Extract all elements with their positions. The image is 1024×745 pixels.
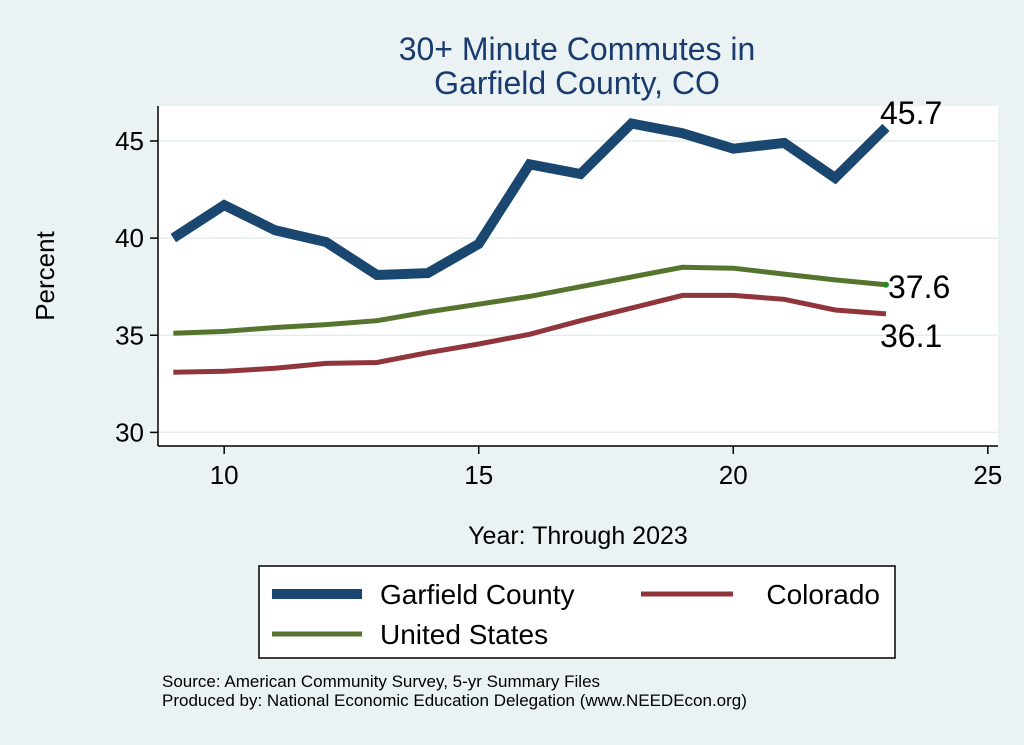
end-label-colorado: 36.1 [880, 318, 942, 354]
axes: 30 35 40 45 10 15 20 25 Year: Through 2023 Percen… [30, 106, 1002, 550]
footer-notes: Source: American Community Survey, 5-yr … [162, 672, 747, 710]
y-tick-label: 35 [115, 320, 144, 350]
plot-area [158, 106, 998, 446]
end-labels: 45.7 37.6 36.1 [880, 95, 950, 354]
legend-label-colorado: Colorado [766, 579, 880, 610]
x-tick-label: 10 [210, 460, 239, 490]
chart-title-line: 30+ Minute Commutes in [399, 31, 756, 67]
end-label-united-states: 37.6 [888, 269, 950, 305]
y-tick-label: 30 [115, 417, 144, 447]
legend-label-garfield-county: Garfield County [380, 579, 575, 610]
end-label-garfield-county: 45.7 [880, 95, 942, 131]
chart-title-line: Garfield County, CO [434, 65, 720, 101]
produced-by-note: Produced by: National Economic Education… [162, 691, 747, 710]
x-tick-label: 20 [719, 460, 748, 490]
y-tick-label: 45 [115, 126, 144, 156]
y-tick-label: 40 [115, 223, 144, 253]
series-line-colorado [173, 292, 887, 375]
series-line-garfield-county [170, 118, 890, 281]
legend-label-united-states: United States [380, 619, 548, 650]
line-chart: 30 35 40 45 10 15 20 25 Year: Through 2023 Percen… [30, 31, 1002, 659]
source-note: Source: American Community Survey, 5-yr … [162, 672, 601, 691]
series-line-united-states [173, 264, 887, 336]
legend: Garfield County Colorado United States [258, 565, 896, 659]
series-lines [170, 118, 890, 375]
x-tick-label: 25 [973, 460, 1002, 490]
x-axis-title: Year: Through 2023 [468, 522, 688, 550]
x-tick-label: 15 [464, 460, 493, 490]
y-axis-title: Percent [30, 230, 60, 320]
legend-box [258, 565, 896, 659]
series-endpoint-united-states [883, 281, 889, 288]
